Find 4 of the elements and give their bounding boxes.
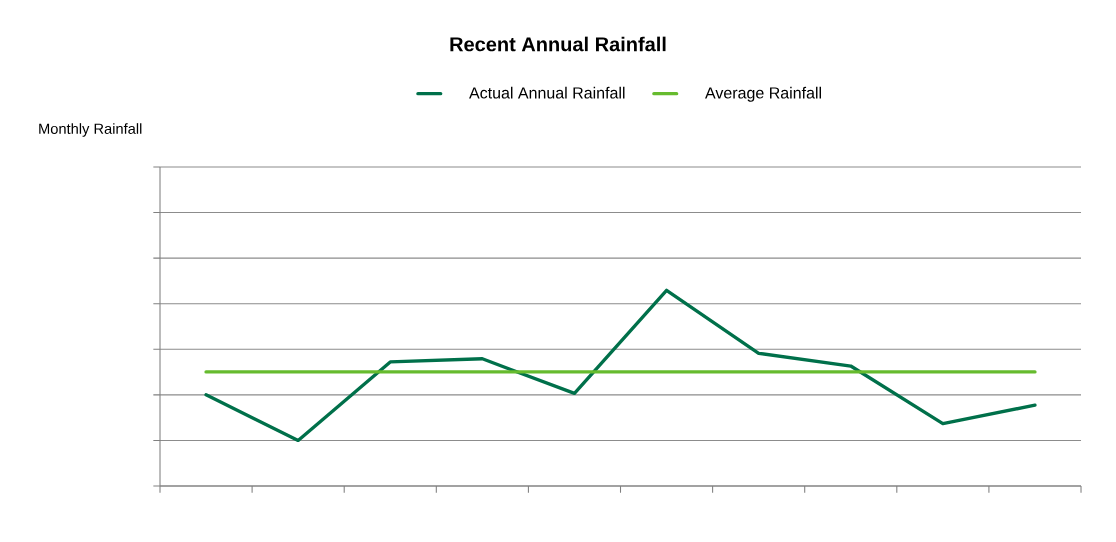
chart-title: Recent Annual Rainfall (450, 36, 666, 52)
legend-label: Actual Annual Rainfall (469, 86, 625, 99)
legend-label: Average Rainfall (705, 86, 821, 102)
text: Monthly Rainfall (39, 123, 142, 137)
